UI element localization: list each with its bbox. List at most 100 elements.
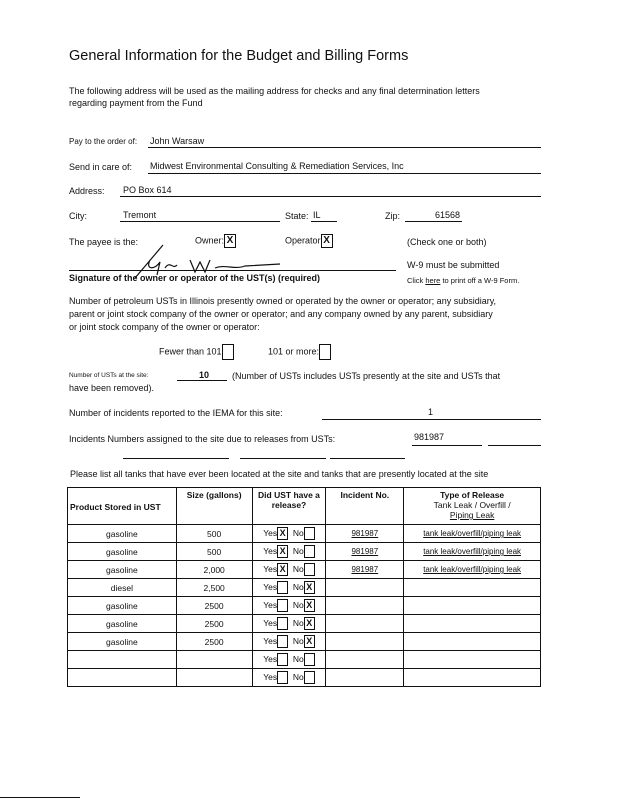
fewer-than-101-checkbox[interactable]: Fewer than 101 bbox=[159, 344, 234, 360]
signature-image bbox=[134, 244, 281, 279]
city-label: City: bbox=[69, 211, 87, 221]
no-checkbox[interactable] bbox=[303, 545, 315, 558]
no-checkbox[interactable] bbox=[303, 527, 315, 540]
owner-label: Owner: bbox=[195, 235, 225, 246]
zip-value[interactable]: 61568 bbox=[435, 210, 461, 220]
size-cell[interactable]: 500 bbox=[175, 524, 253, 543]
yes-checkbox[interactable]: X bbox=[277, 545, 289, 558]
incident-cell[interactable]: 981987 bbox=[325, 560, 405, 579]
site-ust-value[interactable]: 10 bbox=[199, 370, 210, 380]
yes-checkbox[interactable] bbox=[277, 653, 289, 666]
operator-label: Operator bbox=[285, 235, 321, 246]
type-cell[interactable] bbox=[403, 578, 541, 597]
incident-cell[interactable] bbox=[325, 596, 405, 615]
check-note: (Check one or both) bbox=[407, 237, 487, 247]
ust-count-line-1: Number of petroleum USTs in Illinois pre… bbox=[69, 296, 497, 306]
101-or-more-checkbox[interactable]: 101 or more: bbox=[268, 344, 332, 360]
w9-link[interactable]: here bbox=[425, 276, 441, 285]
incident-cell[interactable]: 981987 bbox=[325, 542, 405, 561]
header-incident: Incident No. bbox=[325, 487, 405, 525]
w9-instruction: Click here to print off a W-9 Form. bbox=[407, 276, 520, 285]
product-cell[interactable]: gasoline bbox=[67, 524, 177, 543]
owner-check[interactable]: X bbox=[224, 234, 237, 248]
table-row: diesel 2,500 Yes No X bbox=[67, 578, 541, 597]
no-checkbox[interactable]: X bbox=[303, 635, 315, 648]
pay-value[interactable]: John Warsaw bbox=[150, 136, 205, 146]
size-cell[interactable]: 2500 bbox=[175, 596, 253, 615]
no-checkbox[interactable] bbox=[303, 653, 315, 666]
incident-numbers-label: Incidents Numbers assigned to the site d… bbox=[69, 434, 336, 444]
intro-line-2: regarding payment from the Fund bbox=[69, 98, 203, 108]
incident-cell[interactable] bbox=[325, 668, 405, 687]
incident-cell[interactable] bbox=[325, 650, 405, 669]
product-cell[interactable]: gasoline bbox=[67, 632, 177, 651]
owner-checkbox[interactable]: Owner: X bbox=[195, 234, 237, 248]
more-label: 101 or more: bbox=[268, 346, 320, 357]
type-cell[interactable]: tank leak/overfill/piping leak bbox=[403, 560, 541, 579]
table-row: Yes No bbox=[67, 668, 541, 687]
care-value[interactable]: Midwest Environmental Consulting & Remed… bbox=[150, 161, 404, 171]
size-cell[interactable]: 2500 bbox=[175, 614, 253, 633]
incident-cell[interactable] bbox=[325, 614, 405, 633]
size-cell[interactable]: 2,000 bbox=[175, 560, 253, 579]
address-value[interactable]: PO Box 614 bbox=[123, 185, 172, 195]
size-cell[interactable]: 2500 bbox=[175, 632, 253, 651]
yes-checkbox[interactable] bbox=[277, 671, 289, 684]
product-cell[interactable]: gasoline bbox=[67, 596, 177, 615]
more-box[interactable] bbox=[319, 344, 332, 360]
ust-count-line-3: or joint stock company of the owner or o… bbox=[69, 322, 260, 332]
no-checkbox[interactable]: X bbox=[303, 599, 315, 612]
type-cell[interactable] bbox=[403, 632, 541, 651]
incident-cell[interactable]: 981987 bbox=[325, 524, 405, 543]
state-value[interactable]: IL bbox=[313, 210, 321, 220]
yes-checkbox[interactable] bbox=[277, 617, 289, 630]
release-cell: Yes No X bbox=[251, 614, 327, 633]
no-checkbox[interactable]: X bbox=[303, 617, 315, 630]
type-cell[interactable]: tank leak/overfill/piping leak bbox=[403, 542, 541, 561]
type-cell[interactable] bbox=[403, 650, 541, 669]
size-cell[interactable] bbox=[175, 650, 253, 669]
type-cell[interactable]: tank leak/overfill/piping leak bbox=[403, 524, 541, 543]
incident-numbers-value[interactable]: 981987 bbox=[414, 432, 445, 442]
yes-checkbox[interactable] bbox=[277, 599, 289, 612]
size-cell[interactable]: 2,500 bbox=[175, 578, 253, 597]
ust-count-line-2: parent or joint stock company of the own… bbox=[69, 309, 493, 319]
incidents-value[interactable]: 1 bbox=[428, 407, 434, 417]
operator-check[interactable]: X bbox=[320, 234, 333, 248]
type-cell[interactable] bbox=[403, 614, 541, 633]
product-cell[interactable]: gasoline bbox=[67, 560, 177, 579]
product-cell[interactable] bbox=[67, 668, 177, 687]
fewer-box[interactable] bbox=[221, 344, 234, 360]
table-row: gasoline 500 Yes X No 981987 tank leak/ov… bbox=[67, 524, 541, 543]
product-cell[interactable] bbox=[67, 650, 177, 669]
type-cell[interactable] bbox=[403, 596, 541, 615]
no-checkbox[interactable] bbox=[303, 671, 315, 684]
operator-checkbox[interactable]: Operator X bbox=[285, 234, 333, 248]
size-cell[interactable]: 500 bbox=[175, 542, 253, 561]
product-cell[interactable]: diesel bbox=[67, 578, 177, 597]
site-ust-note: (Number of USTs includes USTs presently … bbox=[232, 371, 501, 381]
type-cell[interactable] bbox=[403, 668, 541, 687]
yes-checkbox[interactable] bbox=[277, 581, 289, 594]
incident-cell[interactable] bbox=[325, 578, 405, 597]
release-cell: Yes No X bbox=[251, 632, 327, 651]
city-value[interactable]: Tremont bbox=[123, 210, 157, 220]
no-checkbox[interactable]: X bbox=[303, 581, 315, 594]
yes-checkbox[interactable]: X bbox=[277, 527, 289, 540]
payee-label: The payee is the: bbox=[69, 237, 139, 247]
product-cell[interactable]: gasoline bbox=[67, 614, 177, 633]
no-checkbox[interactable] bbox=[303, 563, 315, 576]
fewer-label: Fewer than 101 bbox=[159, 346, 222, 357]
size-cell[interactable] bbox=[175, 668, 253, 687]
release-cell: Yes No X bbox=[251, 578, 327, 597]
yes-checkbox[interactable] bbox=[277, 635, 289, 648]
yes-checkbox[interactable]: X bbox=[277, 563, 289, 576]
release-cell: Yes No bbox=[251, 650, 327, 669]
table-row: gasoline 2500 Yes No X bbox=[67, 596, 541, 615]
incident-cell[interactable] bbox=[325, 632, 405, 651]
product-cell[interactable]: gasoline bbox=[67, 542, 177, 561]
table-row: Yes No bbox=[67, 650, 541, 669]
release-cell: Yes X No bbox=[251, 524, 327, 543]
header-type: Type of Release Tank Leak / Overfill / Pip… bbox=[403, 487, 541, 525]
